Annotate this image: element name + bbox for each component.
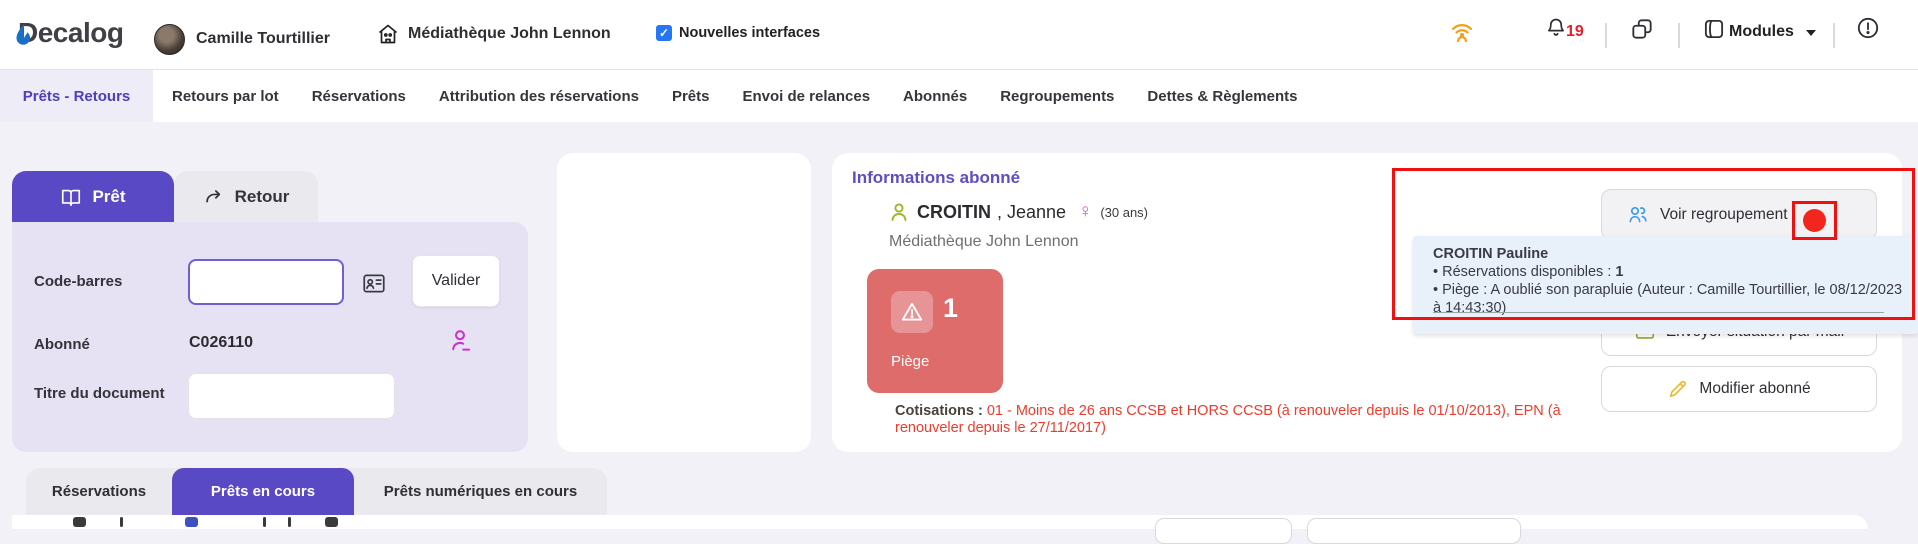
tab-reservations[interactable]: Réservations [51, 483, 147, 500]
tab-prets-numeriques[interactable]: Prêts numériques en cours [383, 483, 578, 500]
recording-red-dot [1803, 209, 1826, 232]
subscriber-barcode-value: C026110 [189, 334, 254, 351]
cotisations-label: Cotisations : [895, 403, 983, 419]
return-arrow-icon [205, 189, 220, 202]
nav-tab-envoi-relances[interactable]: Envoi de relances [742, 87, 871, 105]
divider [1833, 23, 1835, 48]
open-book-icon [62, 189, 81, 206]
windows-switch-icon[interactable] [1629, 16, 1655, 42]
divider [1605, 23, 1607, 48]
assistance-icon[interactable] [1447, 16, 1477, 46]
subscriber-branch: Médiathèque John Lennon [889, 233, 1079, 250]
subscriber-info-heading: Informations abonné [852, 168, 1021, 187]
loan-form: Code-barres Valider Abonné C026110 Titre… [12, 222, 528, 452]
chevron-down-icon [1806, 30, 1816, 36]
barcode-label: Code-barres [34, 273, 123, 290]
nav-tab-reservations[interactable]: Réservations [311, 87, 406, 105]
logo-flame-icon [16, 24, 31, 45]
edit-subscriber-button[interactable]: Modifier abonné [1601, 366, 1877, 412]
subscriber-card-icon[interactable] [361, 270, 387, 296]
notification-count: 19 [1566, 23, 1584, 40]
cotisations-line: Cotisations :01 - Moins de 26 ans CCSB e… [895, 403, 1571, 437]
modules-menu[interactable]: Modules [1729, 23, 1794, 40]
info-icon[interactable] [1855, 15, 1881, 41]
current-branch: Médiathèque John Lennon [408, 25, 611, 42]
edit-subscriber-label: Modifier abonné [1699, 380, 1811, 397]
subscriber-first-name: , Jeanne [997, 201, 1067, 222]
tooltip-title: CROITIN Pauline [1433, 246, 1549, 262]
piege-count: 1 [943, 293, 959, 323]
document-title-label: Titre du document [34, 385, 165, 402]
subscriber-label: Abonné [34, 336, 90, 353]
cotisations-value: 01 - Moins de 26 ans CCSB et HORS CCSB (… [895, 403, 1561, 436]
library-building-icon [378, 24, 398, 44]
module-nav: Prêts - Retours Retours par lot Réservat… [0, 70, 1918, 122]
checkbox-checked-icon[interactable]: ✓ [656, 25, 672, 41]
subscriber-age: (30 ans) [1100, 204, 1149, 220]
piege-label: Piège [891, 353, 930, 370]
annotation-rectangle-outer [1392, 168, 1915, 320]
piege-alert-tile: 1 Piège [867, 269, 1003, 393]
tab-pret-label: Prêt [92, 186, 126, 206]
bottom-tab-bar: Réservations Prêts en cours Prêts numéri… [26, 468, 607, 515]
new-interfaces-toggle[interactable]: ✓ Nouvelles interfaces [656, 25, 820, 41]
nav-tab-retours-par-lot[interactable]: Retours par lot [172, 87, 279, 105]
user-name: Camille Tourtillier [196, 30, 330, 47]
document-placeholder-card [557, 153, 811, 452]
clipped-action-button[interactable] [1155, 518, 1292, 544]
pencil-icon [1670, 380, 1687, 398]
decalog-logo: Decalog [12, 17, 124, 49]
nav-tab-prets-retours[interactable]: Prêts - Retours [0, 70, 153, 122]
tab-retour-label: Retour [234, 186, 290, 206]
subscriber-person-icon [891, 203, 907, 221]
logo-text: Decalog [18, 17, 124, 48]
tooltip-reservations-count: 1 [1615, 264, 1624, 280]
tooltip-divider [1433, 312, 1884, 313]
annotation-rectangle-inner [1792, 201, 1837, 240]
group-people-icon [1629, 206, 1647, 222]
modules-icon[interactable] [1701, 16, 1727, 42]
barcode-input[interactable] [188, 259, 344, 305]
nav-tab-attribution-reservations[interactable]: Attribution des réservations [438, 87, 639, 105]
subscriber-last-name: CROITIN [917, 201, 991, 222]
validate-button[interactable]: Valider [412, 255, 500, 307]
nav-tab-abonnes[interactable]: Abonnés [903, 87, 968, 105]
notifications-bell-icon[interactable] [1544, 16, 1568, 40]
tab-retour[interactable]: Retour [174, 171, 318, 222]
nav-tab-prets[interactable]: Prêts [671, 87, 710, 105]
top-bar: Decalog Camille Tourtillier Médiathèque … [0, 0, 1918, 70]
clipped-action-button[interactable] [1307, 518, 1521, 544]
document-title-input[interactable] [188, 373, 395, 419]
view-group-label: Voir regroupement [1660, 205, 1788, 223]
warning-triangle-icon [901, 302, 923, 321]
checkbox-label: Nouvelles interfaces [679, 25, 821, 41]
user-avatar[interactable] [154, 24, 185, 55]
tooltip-reservations: • Réservations disponibles : 1 [1433, 264, 1624, 280]
nav-tab-dettes-reglements[interactable]: Dettes & Règlements [1147, 87, 1298, 105]
nav-tab-regroupements[interactable]: Regroupements [1000, 87, 1115, 105]
divider [1678, 23, 1680, 48]
female-symbol-icon: ♀ [1078, 201, 1093, 222]
tab-pret[interactable]: Prêt [12, 171, 174, 222]
remove-subscriber-icon[interactable] [446, 327, 474, 355]
tab-prets-en-cours[interactable]: Prêts en cours [172, 468, 354, 515]
